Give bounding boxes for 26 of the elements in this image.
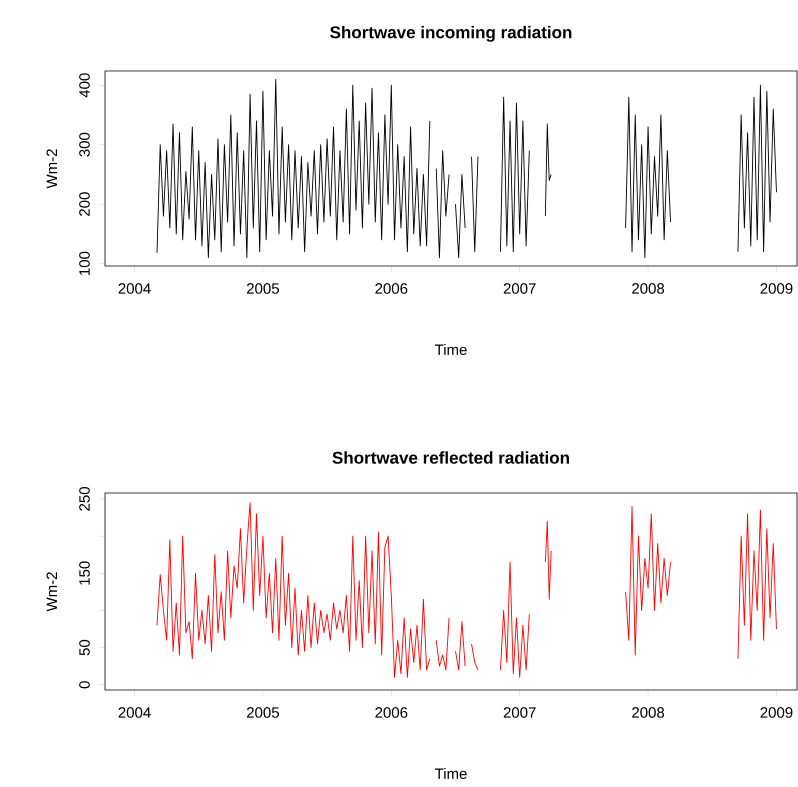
y-tick-label: 0	[79, 681, 90, 688]
y-tick-label: 100	[79, 252, 90, 275]
y-tick-label: 150	[79, 561, 90, 585]
y-axis-title: Wm-2	[46, 149, 57, 188]
y-axis-title: Wm-2	[46, 572, 57, 612]
x-tick-label: 2009	[760, 707, 792, 718]
x-tick-label: 2009	[760, 283, 792, 294]
x-tick-label: 2006	[375, 283, 408, 294]
x-axis-title: Time	[434, 768, 467, 780]
x-tick-label: 2008	[632, 707, 664, 718]
y-tick-label: 50	[79, 640, 90, 656]
x-tick-label: 2007	[504, 283, 536, 294]
y-tick-label: 400	[79, 73, 90, 98]
x-tick-label: 2006	[375, 707, 408, 718]
x-tick-label: 2005	[246, 283, 279, 294]
chart-title: Shortwave incoming radiation	[330, 26, 572, 42]
x-tick-label: 2008	[632, 283, 664, 294]
y-tick-label: 250	[79, 487, 90, 511]
x-tick-label: 2004	[118, 283, 151, 294]
x-tick-label: 2005	[246, 707, 279, 718]
x-tick-label: 2007	[504, 707, 536, 718]
chart-title: Shortwave reflected radiation	[332, 451, 569, 464]
x-tick-label: 2004	[118, 707, 151, 718]
y-tick-label: 200	[79, 192, 90, 216]
x-axis-title: Time	[434, 344, 467, 356]
y-tick-label: 300	[79, 132, 90, 157]
